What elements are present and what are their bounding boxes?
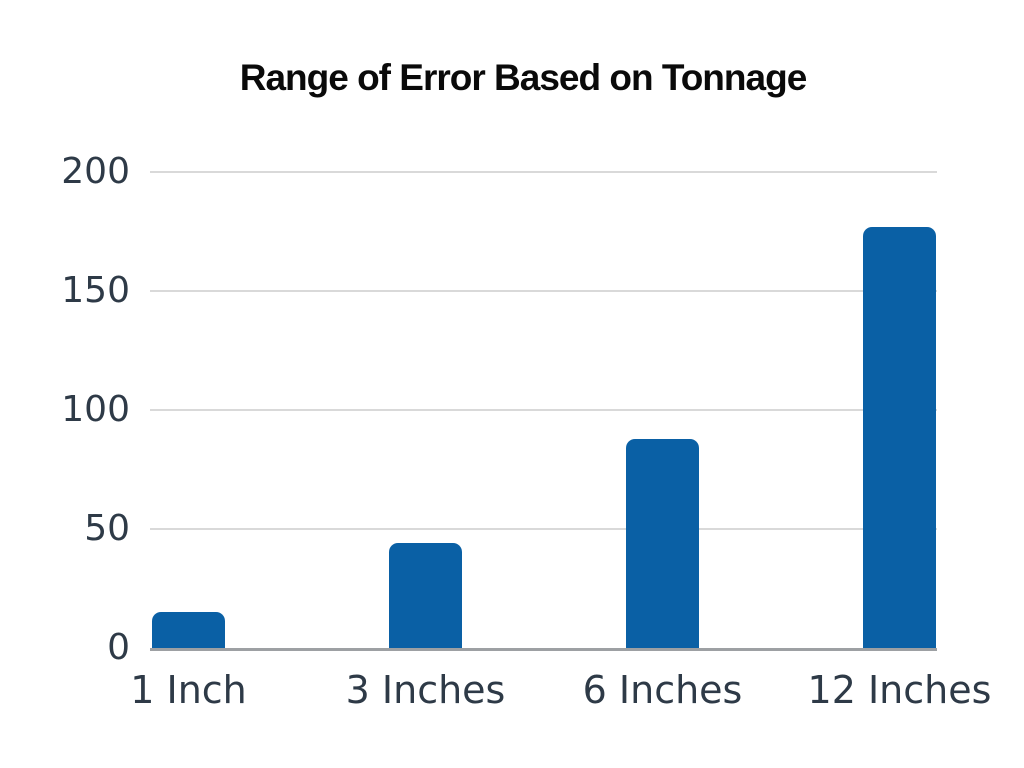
y-tick-label: 150: [61, 270, 130, 311]
gridline: [150, 409, 937, 411]
x-tick-label: 1 Inch: [130, 668, 247, 712]
y-tick-label: 0: [107, 627, 130, 668]
x-tick-label: 3 Inches: [345, 668, 506, 712]
x-axis-baseline: [150, 648, 937, 651]
x-tick-label: 6 Inches: [582, 668, 743, 712]
bar: [152, 612, 225, 648]
bar: [863, 227, 936, 648]
gridline: [150, 171, 937, 173]
chart-title: Range of Error Based on Tonnage: [239, 57, 808, 98]
y-tick-label: 200: [61, 151, 130, 192]
x-tick-label: 12 Inches: [807, 668, 992, 712]
bar: [626, 439, 699, 648]
bar: [389, 543, 462, 648]
gridline: [150, 528, 937, 530]
y-tick-label: 50: [84, 508, 130, 549]
y-tick-label: 100: [61, 389, 130, 430]
gridline: [150, 290, 937, 292]
